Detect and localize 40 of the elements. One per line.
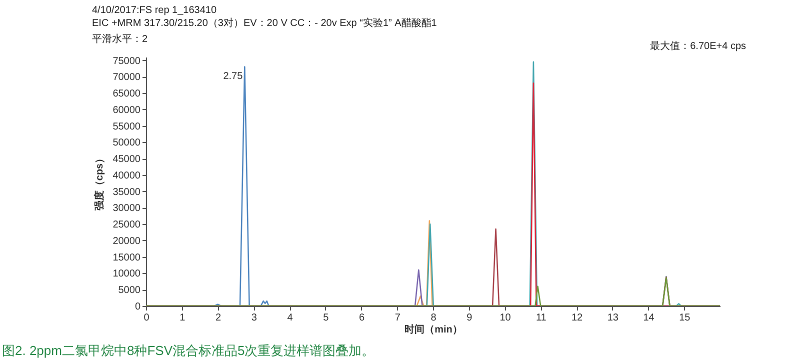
x-tick-label: 5 bbox=[323, 312, 330, 324]
x-tick-label: 9 bbox=[466, 312, 473, 324]
y-tick-label: 40000 bbox=[112, 170, 141, 182]
y-tick-label: 5000 bbox=[118, 285, 141, 296]
x-tick-label: 7 bbox=[394, 312, 401, 324]
y-tick-label: 75000 bbox=[112, 56, 141, 67]
y-tick-label: 60000 bbox=[112, 104, 141, 116]
y-tick-label: 0 bbox=[134, 302, 141, 312]
x-tick-label: 6 bbox=[358, 312, 365, 324]
y-tick-label: 65000 bbox=[112, 88, 141, 100]
x-tick-label: 4 bbox=[287, 312, 294, 324]
y-tick-label: 45000 bbox=[112, 154, 141, 166]
chart-subtitle: EIC +MRM 317.30/215.20（3对）EV：20 V CC：- 20v Exp “实验1” A醋酸酯1 bbox=[92, 17, 438, 29]
x-tick-label: 2 bbox=[215, 312, 222, 324]
x-tick-label: 0 bbox=[144, 312, 150, 324]
y-tick-label: 30000 bbox=[112, 203, 141, 214]
y-axis-title: 强度（cps） bbox=[94, 153, 106, 211]
x-tick-label: 8 bbox=[430, 312, 437, 324]
y-tick-label: 25000 bbox=[112, 220, 141, 231]
y-tick-label: 70000 bbox=[112, 72, 141, 84]
text: 最大值：6.70E+4 cps bbox=[650, 40, 746, 52]
y-tick-label: 35000 bbox=[112, 186, 141, 198]
y-tick-label: 50000 bbox=[112, 138, 141, 149]
x-tick-label: 13 bbox=[607, 312, 619, 324]
x-tick-label: 3 bbox=[251, 312, 258, 324]
text: 平滑水平：2 bbox=[92, 33, 148, 45]
y-tick-label: 20000 bbox=[112, 236, 141, 247]
y-tick-label: 10000 bbox=[112, 268, 141, 280]
x-tick-label: 1 bbox=[180, 312, 186, 324]
caption: 图2. 2ppm二氯甲烷中8种FSV混合标准品5次重复进样谱图叠加。 bbox=[2, 343, 375, 358]
x-tick-label: 10 bbox=[500, 312, 512, 324]
y-tick-label: 15000 bbox=[112, 252, 141, 264]
x-axis-title: 时间（min） bbox=[404, 324, 462, 336]
x-tick-label: 11 bbox=[536, 312, 547, 324]
chart-title: 4/10/2017:FS rep 1_163410 bbox=[92, 5, 217, 16]
x-tick-label: 15 bbox=[679, 312, 691, 324]
annotation: 2.75 bbox=[223, 70, 244, 82]
x-tick-label: 14 bbox=[643, 312, 655, 324]
y-tick-label: 55000 bbox=[112, 121, 141, 132]
x-tick-label: 12 bbox=[571, 312, 583, 324]
